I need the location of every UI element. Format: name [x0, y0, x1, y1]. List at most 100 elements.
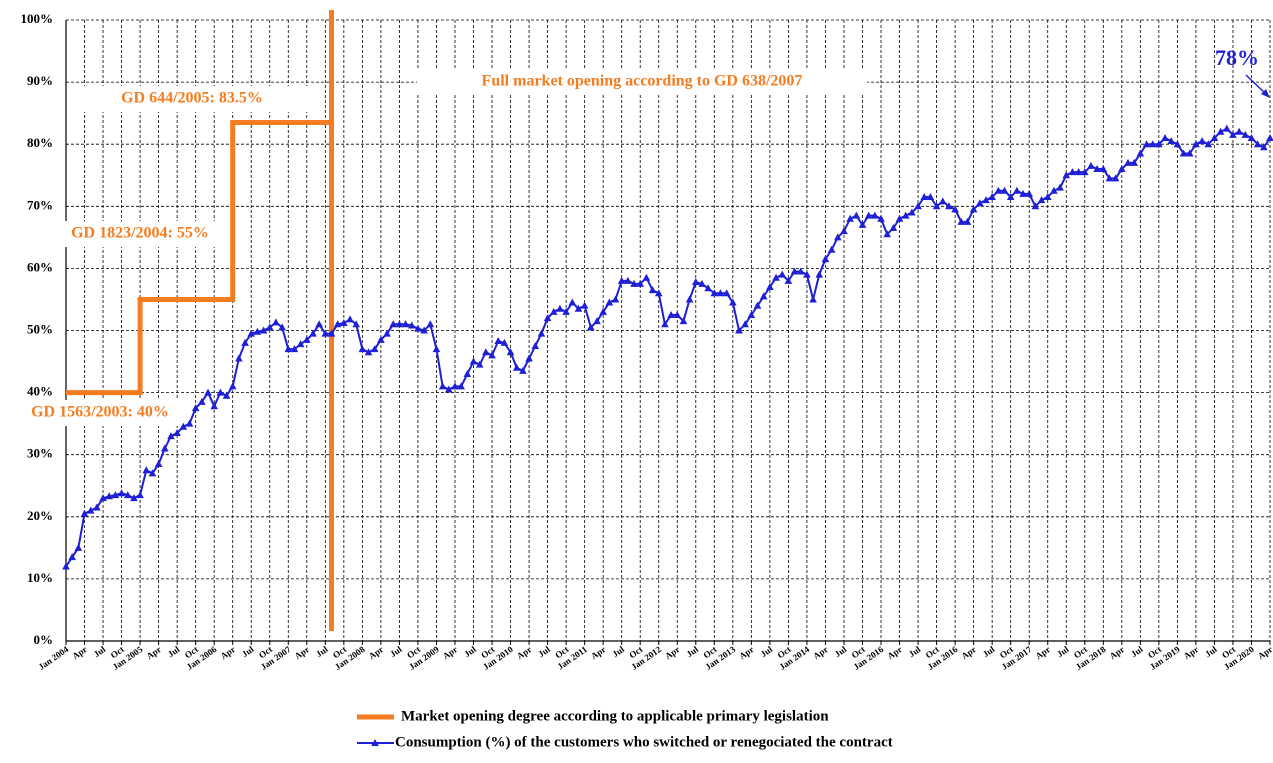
point-marker: [648, 286, 657, 294]
point-marker: [222, 391, 231, 399]
point-marker: [840, 227, 848, 235]
point-marker: [537, 329, 546, 337]
point-marker: [1124, 158, 1132, 166]
point-marker: [136, 491, 144, 499]
point-marker: [352, 320, 360, 328]
point-marker: [1056, 183, 1064, 191]
point-marker: [1148, 140, 1157, 148]
point-marker: [1185, 149, 1194, 157]
point-marker: [142, 466, 151, 474]
point-marker: [309, 329, 317, 337]
x-tick-label: Apr: [367, 644, 385, 661]
x-tick-label: Jul: [166, 644, 182, 659]
point-marker: [1080, 168, 1089, 176]
point-marker: [883, 230, 891, 238]
point-marker: [636, 279, 645, 287]
point-marker: [512, 363, 521, 371]
annotation-box: [67, 86, 317, 112]
point-marker: [864, 211, 873, 219]
point-marker: [1050, 186, 1058, 194]
x-tick-label: Jul: [240, 644, 256, 659]
y-tick-label: 10%: [27, 570, 53, 585]
point-marker: [920, 192, 929, 200]
annotation: GD 644/2005: 83.5%: [121, 90, 263, 107]
point-marker: [593, 317, 601, 325]
point-marker: [327, 329, 336, 337]
point-marker: [204, 388, 212, 396]
annotation: GD 1823/2004: 55%: [71, 225, 209, 242]
point-marker: [1062, 171, 1071, 179]
y-tick-label: 70%: [27, 197, 53, 212]
point-marker: [1247, 133, 1256, 141]
point-marker: [333, 320, 342, 328]
point-marker: [716, 289, 725, 297]
point-marker: [80, 509, 89, 517]
point-marker: [241, 338, 249, 346]
point-marker: [654, 289, 663, 297]
legend-label: Consumption (%) of the customers who swi…: [395, 734, 893, 750]
point-marker: [86, 506, 95, 514]
point-marker: [315, 320, 323, 328]
point-marker: [1037, 196, 1046, 204]
point-marker: [784, 276, 793, 284]
point-marker: [1074, 168, 1083, 176]
point-marker: [1093, 165, 1101, 173]
point-marker: [284, 345, 293, 353]
point-marker: [1013, 186, 1021, 194]
point-marker: [587, 323, 595, 331]
x-tick-label: Apr: [737, 644, 755, 661]
point-marker: [704, 284, 712, 292]
point-marker: [759, 292, 768, 300]
point-marker: [68, 553, 76, 561]
point-marker: [346, 315, 354, 323]
point-marker: [272, 318, 280, 326]
point-marker: [358, 345, 367, 353]
point-marker: [531, 342, 540, 350]
x-tick-label: Apr: [811, 644, 829, 661]
point-marker: [1198, 137, 1206, 145]
point-marker: [1179, 149, 1188, 157]
x-tick-label: Apr: [219, 644, 237, 661]
point-marker: [1130, 158, 1138, 166]
annotation: 78%: [1215, 45, 1259, 70]
point-marker: [228, 382, 237, 390]
point-marker: [735, 326, 743, 334]
x-tick-label: Apr: [960, 644, 978, 661]
point-marker: [932, 202, 941, 210]
x-tick-label: Apr: [663, 644, 681, 661]
point-marker: [340, 319, 348, 327]
point-marker: [803, 270, 811, 278]
annotation-box: [417, 69, 867, 95]
point-marker: [821, 255, 830, 263]
y-tick-label: 0%: [34, 632, 54, 647]
point-marker: [1136, 149, 1145, 157]
point-marker: [525, 354, 533, 362]
x-tick-label: Apr: [1034, 644, 1052, 661]
point-marker: [1019, 189, 1027, 197]
point-marker: [1222, 124, 1231, 132]
point-marker: [451, 382, 459, 390]
point-marker: [1105, 174, 1114, 182]
point-marker: [556, 304, 564, 312]
point-marker: [969, 205, 978, 213]
point-marker: [877, 214, 885, 222]
point-marker: [914, 202, 922, 210]
point-marker: [901, 211, 910, 219]
point-marker: [827, 245, 836, 253]
point-marker: [1099, 165, 1108, 173]
point-marker: [667, 310, 675, 318]
y-tick-label: 40%: [27, 384, 53, 399]
point-marker: [889, 224, 898, 232]
point-marker: [457, 382, 465, 390]
point-marker: [74, 543, 83, 551]
x-tick-label: Jul: [833, 644, 849, 659]
point-marker: [198, 397, 206, 405]
point-marker: [500, 338, 509, 346]
point-marker: [370, 345, 379, 353]
point-marker: [833, 233, 842, 241]
point-marker: [1235, 127, 1243, 135]
x-tick-label: Apr: [1182, 644, 1200, 661]
point-marker: [661, 320, 669, 328]
point-marker: [982, 196, 990, 204]
